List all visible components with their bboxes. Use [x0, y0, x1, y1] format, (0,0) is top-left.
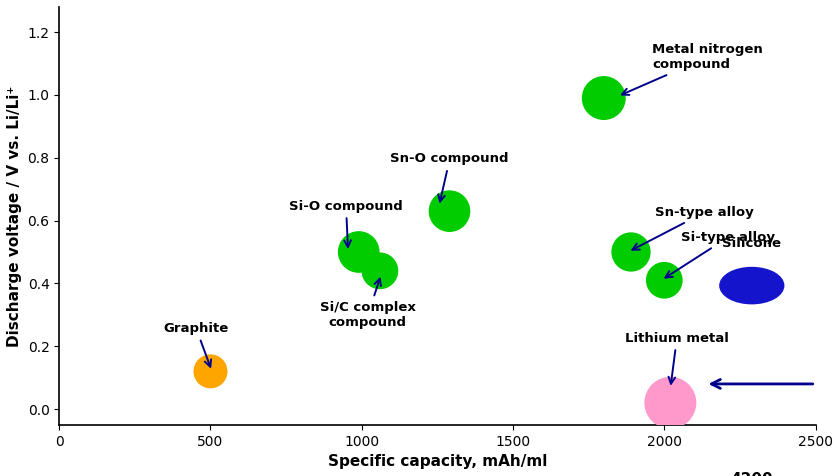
Text: Si-type alloy: Si-type alloy [665, 231, 775, 278]
Point [664, 399, 677, 407]
Text: Graphite: Graphite [164, 322, 228, 367]
Point [624, 248, 638, 256]
Y-axis label: Discharge voltage / V vs. Li/Li⁺: Discharge voltage / V vs. Li/Li⁺ [7, 85, 22, 347]
Text: Sn-O compound: Sn-O compound [391, 152, 509, 202]
X-axis label: Specific capacity, mAh/ml: Specific capacity, mAh/ml [328, 454, 547, 469]
Text: Lithium metal: Lithium metal [625, 331, 729, 384]
Text: Si/C complex
compound: Si/C complex compound [320, 278, 416, 329]
Text: Metal nitrogen
compound: Metal nitrogen compound [622, 43, 763, 95]
Point [597, 94, 611, 102]
Text: Sn-type alloy: Sn-type alloy [633, 206, 754, 250]
Text: Si-O compound: Si-O compound [289, 199, 403, 247]
Text: 4200: 4200 [731, 472, 773, 476]
Point [373, 267, 386, 275]
Point [352, 248, 365, 256]
Point [443, 208, 456, 215]
Point [658, 277, 671, 284]
Text: Silicone: Silicone [722, 237, 781, 250]
Point [204, 367, 218, 375]
